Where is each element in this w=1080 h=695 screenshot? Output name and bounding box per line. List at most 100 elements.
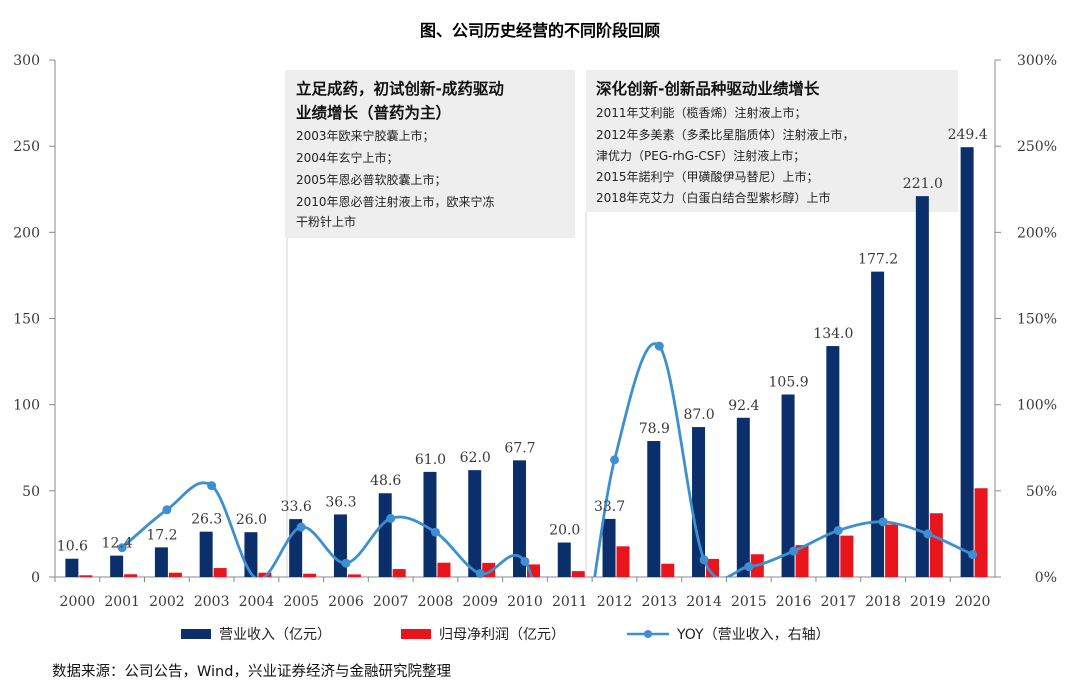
left-axis-tick-label: 0 — [31, 570, 40, 586]
yoy-point — [430, 527, 440, 537]
chart-title: 图、公司历史经营的不同阶段回顾 — [420, 21, 660, 40]
revenue-bar — [423, 471, 437, 577]
profit-bar — [124, 574, 138, 577]
source-note: 数据来源：公司公告，Wind，兴业证券经济与金融研究院整理 — [52, 663, 451, 680]
yoy-point — [296, 522, 306, 532]
left-axis-tick-label: 50 — [22, 484, 40, 500]
yoy-point — [386, 513, 396, 523]
yoy-point — [117, 543, 127, 553]
revenue-data-label: 36.3 — [325, 494, 356, 510]
legend-swatch-revenue — [181, 629, 211, 639]
profit-bar — [795, 545, 809, 577]
right-axis-tick-label: 50% — [1026, 484, 1057, 500]
x-axis-tick-label: 2005 — [283, 594, 319, 610]
legend-marker-yoy — [644, 630, 652, 638]
revenue-bar — [199, 531, 213, 577]
revenue-bar — [915, 196, 929, 578]
yoy-point — [610, 455, 620, 465]
legend-label-revenue: 营业收入（亿元） — [219, 627, 331, 643]
revenue-bar — [871, 271, 885, 577]
profit-bar — [303, 573, 317, 577]
revenue-bar — [602, 518, 616, 577]
legend-label-profit: 归母净利润（亿元） — [439, 626, 565, 643]
annotation-line: 2012年多美素（多柔比星脂质体）注射液上市， — [596, 127, 855, 142]
x-axis-tick-label: 2011 — [552, 594, 588, 610]
yoy-point — [744, 562, 754, 572]
x-axis-tick-label: 2018 — [865, 594, 901, 610]
revenue-data-label: 33.6 — [281, 499, 312, 515]
x-axis-tick-label: 2009 — [462, 594, 498, 610]
revenue-bar — [647, 441, 661, 577]
profit-bar — [661, 563, 675, 577]
x-axis-tick-label: 2015 — [731, 594, 767, 610]
profit-bar — [347, 574, 361, 577]
annotation-line: 2010年恩必普注射液上市，欧来宁冻 — [296, 194, 495, 209]
x-axis-tick-label: 2004 — [239, 594, 275, 610]
revenue-bar — [513, 460, 526, 577]
annotation-phase-1: 立足成药，初试创新-成药驱动 业绩增长（普药为主） 2003年欧来宁胶囊上市； … — [285, 70, 575, 238]
x-axis-tick-label: 2000 — [60, 594, 96, 610]
yoy-point — [207, 481, 217, 491]
yoy-line-path — [121, 342, 974, 577]
annotation-title-line: 业绩增长（普药为主） — [296, 103, 451, 122]
x-axis-tick-label: 2017 — [821, 594, 857, 610]
profit-bar — [616, 546, 630, 577]
legend-label-yoy: YOY（营业收入，右轴） — [676, 627, 830, 643]
left-axis-ticks: 0 50 100 150 200 250 300 — [13, 53, 55, 586]
x-axis-tick-label: 2012 — [597, 594, 633, 610]
revenue-data-label: 67.7 — [504, 440, 535, 456]
yoy-point — [878, 517, 888, 527]
revenue-data-label: 78.9 — [639, 421, 670, 437]
profit-bar — [974, 488, 988, 577]
x-axis-tick-label: 2008 — [418, 594, 454, 610]
x-axis-tick-label: 2001 — [104, 594, 140, 610]
annotation-title-line: 立足成药，初试创新-成药驱动 — [296, 79, 504, 98]
annotation-box — [586, 70, 958, 212]
revenue-data-label: 249.4 — [948, 127, 988, 143]
legend: 营业收入（亿元） 归母净利润（亿元） YOY（营业收入，右轴） — [181, 626, 830, 643]
yoy-point — [789, 546, 799, 556]
revenue-data-label: 87.0 — [683, 407, 714, 423]
annotation-line: 2005年恩必普软胶囊上市； — [296, 172, 447, 187]
x-axis-tick-label: 2003 — [194, 594, 230, 610]
annotation-line: 2015年諾利宁（甲磺酸伊马替尼）上市； — [596, 169, 819, 184]
annotation-line: 2018年克艾力（白蛋白结合型紫杉醇）上市 — [596, 190, 831, 205]
revenue-data-label: 26.0 — [236, 512, 267, 528]
right-axis-tick-label: 250% — [1017, 139, 1057, 155]
revenue-data-label: 105.9 — [769, 374, 809, 390]
x-axis-tick-label: 2006 — [328, 594, 364, 610]
x-axis-ticks: 2000 2001 2002 2003 2004 2005 2006 2007 2008 2009… — [54, 577, 991, 610]
annotation-phase-2: 深化创新-创新品种驱动业绩增长 2011年艾利能（榄香烯）注射液上市； 2012… — [586, 70, 958, 212]
left-axis-tick-label: 200 — [13, 225, 40, 241]
left-axis-tick-label: 300 — [13, 53, 40, 69]
x-axis-tick-label: 2014 — [686, 594, 722, 610]
annotation-box — [285, 70, 575, 238]
revenue-bar — [110, 555, 124, 577]
profit-bar — [885, 524, 899, 577]
revenue-bar — [154, 547, 168, 577]
x-axis-tick-label: 2020 — [955, 594, 991, 610]
x-axis-tick-label: 2002 — [149, 594, 185, 610]
legend-swatch-profit — [401, 629, 431, 639]
yoy-point — [968, 550, 978, 560]
right-axis-tick-label: 0% — [1035, 570, 1057, 586]
yoy-point — [654, 341, 664, 351]
annotation-line: 2003年欧来宁胶囊上市； — [296, 128, 435, 143]
profit-bar — [571, 571, 585, 577]
x-axis-tick-label: 2010 — [507, 594, 543, 610]
revenue-bar — [692, 427, 706, 577]
revenue-data-label: 221.0 — [903, 176, 943, 192]
revenue-data-label: 26.3 — [191, 512, 222, 528]
revenue-data-label: 10.6 — [57, 539, 88, 555]
revenue-data-labels: 10.6 12.4 17.2 26.3 26.0 33.6 36.3 48.6 61.0 62.0… — [57, 127, 988, 555]
revenue-data-label: 17.2 — [146, 527, 177, 543]
revenue-bar — [65, 558, 79, 577]
revenue-bar — [960, 147, 974, 577]
left-axis-tick-label: 150 — [13, 312, 40, 328]
revenue-data-label: 48.6 — [370, 473, 401, 489]
revenue-data-label: 134.0 — [813, 326, 853, 342]
revenue-data-label: 61.0 — [415, 452, 446, 468]
annotation-line: 津优力（PEG-rhG-CSF）注射液上市； — [596, 148, 805, 163]
